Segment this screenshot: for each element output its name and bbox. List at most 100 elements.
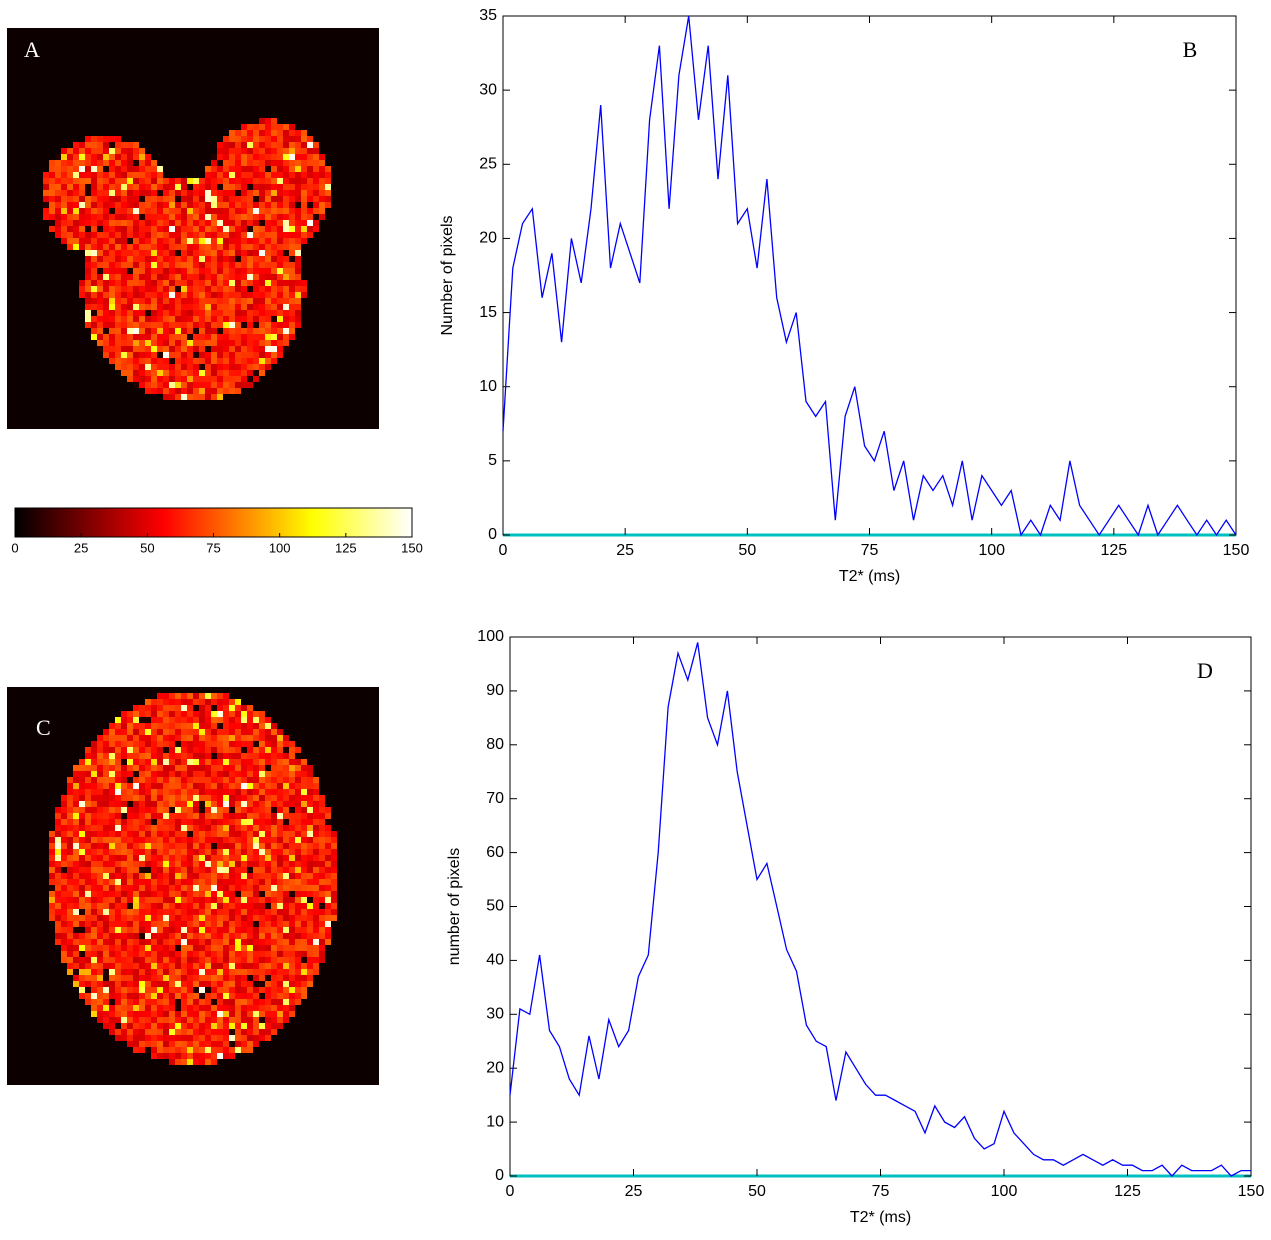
map-pixel	[175, 753, 181, 759]
map-pixel	[289, 172, 295, 178]
map-pixel	[97, 166, 103, 172]
map-pixel	[133, 855, 139, 861]
map-pixel	[193, 310, 199, 316]
map-pixel	[295, 256, 301, 262]
map-pixel	[91, 1011, 97, 1017]
map-pixel	[139, 202, 145, 208]
map-pixel	[265, 148, 271, 154]
y-tick-label: 10	[479, 378, 497, 395]
map-pixel	[211, 322, 217, 328]
map-pixel	[151, 268, 157, 274]
map-pixel	[145, 1011, 151, 1017]
map-pixel	[247, 238, 253, 244]
map-pixel	[91, 322, 97, 328]
map-pixel	[241, 861, 247, 867]
map-pixel	[283, 945, 289, 951]
map-pixel	[211, 1059, 217, 1065]
map-pixel	[217, 807, 223, 813]
map-pixel	[277, 957, 283, 963]
map-pixel	[283, 274, 289, 280]
map-pixel	[259, 891, 265, 897]
map-pixel	[289, 232, 295, 238]
map-pixel	[169, 1023, 175, 1029]
map-pixel	[133, 238, 139, 244]
map-pixel	[55, 226, 61, 232]
map-pixel	[139, 909, 145, 915]
map-pixel	[115, 346, 121, 352]
map-pixel	[97, 244, 103, 250]
map-pixel	[205, 975, 211, 981]
map-pixel	[43, 172, 49, 178]
map-pixel	[259, 1011, 265, 1017]
map-pixel	[241, 190, 247, 196]
map-pixel	[67, 897, 73, 903]
map-pixel	[163, 771, 169, 777]
map-pixel	[211, 304, 217, 310]
map-pixel	[103, 837, 109, 843]
map-pixel	[103, 855, 109, 861]
map-pixel	[109, 298, 115, 304]
map-pixel	[253, 292, 259, 298]
map-pixel	[73, 891, 79, 897]
map-pixel	[211, 160, 217, 166]
map-pixel	[181, 1005, 187, 1011]
map-pixel	[175, 1047, 181, 1053]
map-pixel	[79, 244, 85, 250]
map-pixel	[121, 220, 127, 226]
map-pixel	[97, 987, 103, 993]
map-pixel	[259, 861, 265, 867]
map-pixel	[217, 220, 223, 226]
map-pixel	[121, 735, 127, 741]
map-pixel	[205, 262, 211, 268]
map-pixel	[187, 1005, 193, 1011]
map-pixel	[235, 130, 241, 136]
map-pixel	[91, 885, 97, 891]
map-pixel	[283, 777, 289, 783]
map-pixel	[205, 220, 211, 226]
map-pixel	[313, 903, 319, 909]
map-pixel	[49, 172, 55, 178]
map-pixel	[103, 316, 109, 322]
map-pixel	[199, 825, 205, 831]
map-pixel	[91, 849, 97, 855]
map-pixel	[307, 831, 313, 837]
map-pixel	[325, 825, 331, 831]
map-pixel	[91, 148, 97, 154]
map-pixel	[139, 256, 145, 262]
map-pixel	[307, 933, 313, 939]
map-pixel	[253, 148, 259, 154]
map-pixel	[205, 358, 211, 364]
map-pixel	[127, 837, 133, 843]
map-pixel	[253, 945, 259, 951]
map-pixel	[283, 885, 289, 891]
map-pixel	[271, 879, 277, 885]
map-pixel	[61, 951, 67, 957]
map-pixel	[109, 735, 115, 741]
map-pixel	[139, 226, 145, 232]
map-pixel	[163, 879, 169, 885]
map-pixel	[217, 1041, 223, 1047]
map-pixel	[67, 777, 73, 783]
map-pixel	[91, 867, 97, 873]
map-pixel	[211, 723, 217, 729]
map-pixel	[253, 172, 259, 178]
map-pixel	[79, 795, 85, 801]
map-pixel	[205, 705, 211, 711]
map-pixel	[73, 166, 79, 172]
map-pixel	[289, 897, 295, 903]
map-pixel	[193, 304, 199, 310]
map-pixel	[289, 987, 295, 993]
map-pixel	[289, 208, 295, 214]
map-pixel	[325, 897, 331, 903]
map-pixel	[133, 927, 139, 933]
map-pixel	[157, 855, 163, 861]
map-pixel	[61, 178, 67, 184]
map-pixel	[121, 1023, 127, 1029]
map-pixel	[97, 981, 103, 987]
map-pixel	[169, 981, 175, 987]
map-pixel	[157, 328, 163, 334]
map-pixel	[241, 873, 247, 879]
map-pixel	[289, 274, 295, 280]
map-pixel	[313, 208, 319, 214]
map-pixel	[61, 825, 67, 831]
